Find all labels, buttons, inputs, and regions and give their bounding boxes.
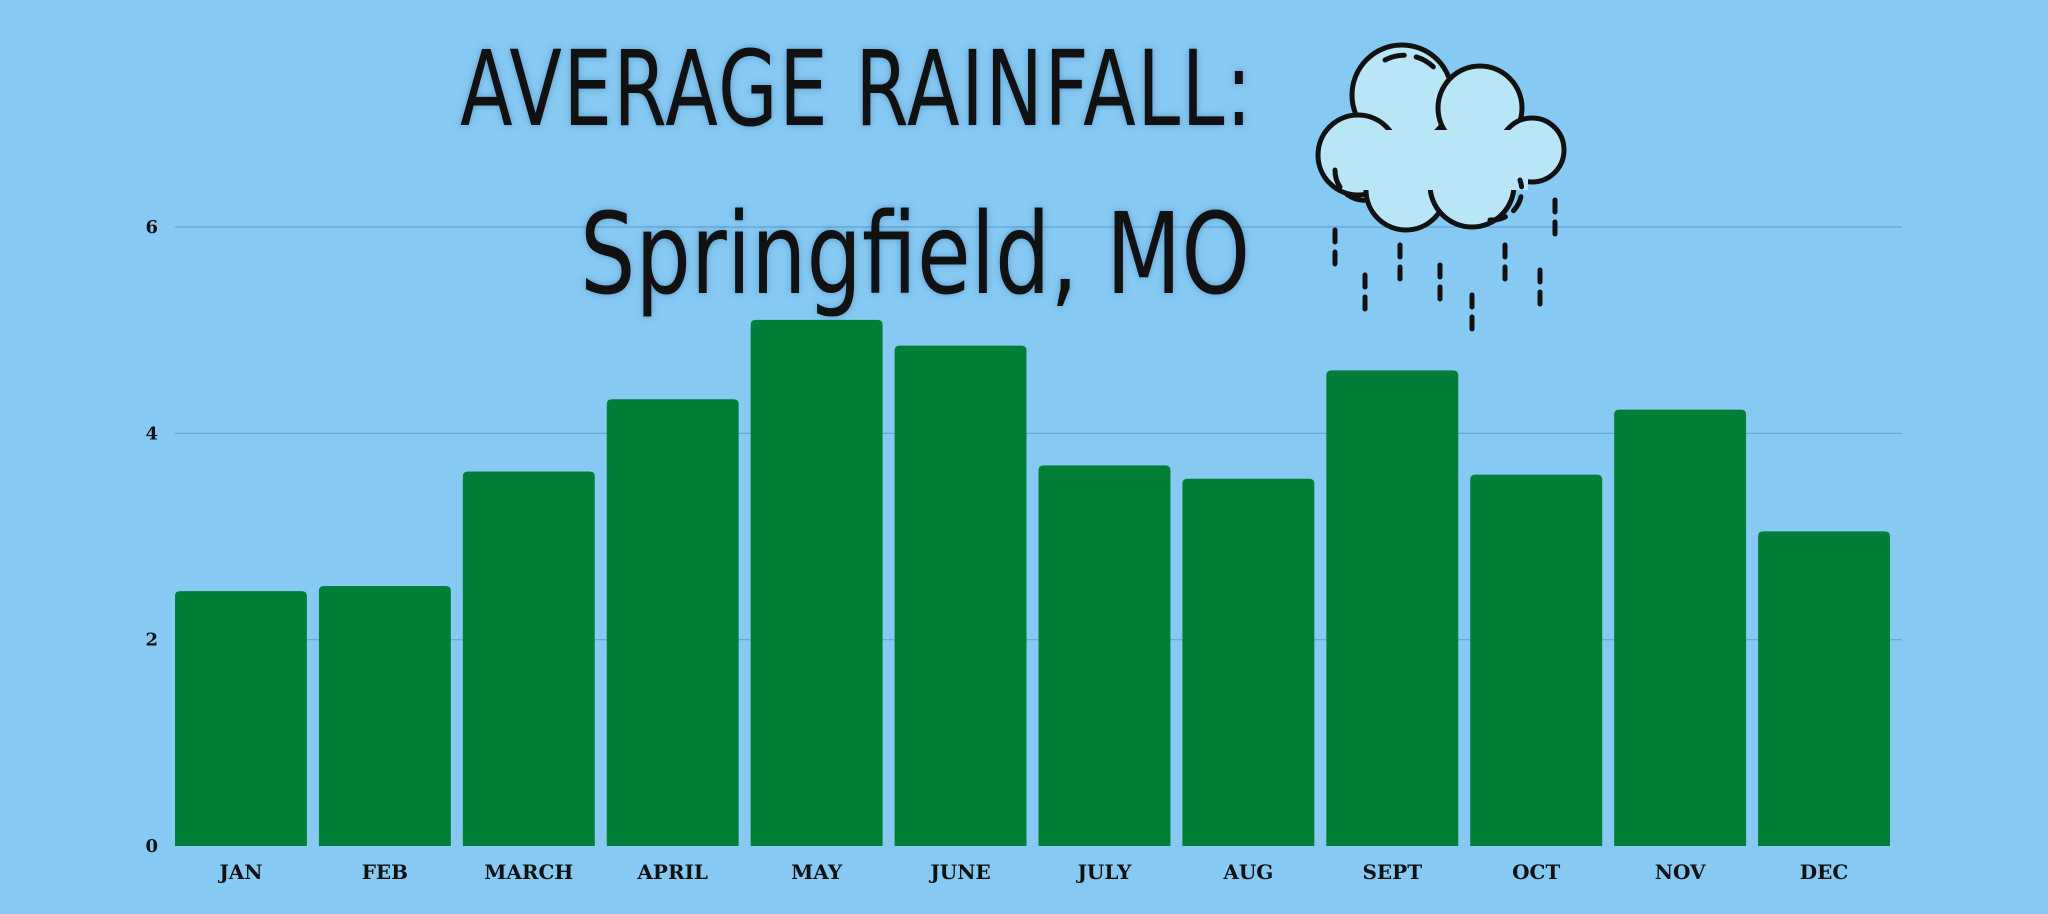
chart-title-line-2: Springfield, MO xyxy=(580,190,1251,320)
bar-dec xyxy=(1758,531,1890,846)
y-axis-tick-labels: 0 2 4 6 xyxy=(145,217,158,857)
y-tick-label: 4 xyxy=(145,423,158,444)
bar-jan xyxy=(175,591,307,846)
y-tick-label: 6 xyxy=(145,217,158,238)
x-category-label: OCT xyxy=(1512,860,1560,884)
bar-aug xyxy=(1182,478,1315,846)
bar-march xyxy=(462,471,595,846)
x-category-label: DEC xyxy=(1800,860,1849,884)
bar-july xyxy=(1038,465,1171,846)
x-category-label: MARCH xyxy=(484,860,573,884)
x-category-label: JUNE xyxy=(928,860,990,884)
bar-oct xyxy=(1470,474,1603,846)
x-category-label: MAY xyxy=(791,860,843,884)
rain-cloud-icon xyxy=(1315,42,1567,338)
bar-april xyxy=(606,399,739,846)
bar-june xyxy=(894,345,1027,846)
x-category-label: NOV xyxy=(1655,860,1706,884)
x-category-label: JULY xyxy=(1075,860,1132,884)
y-tick-label: 2 xyxy=(145,630,158,651)
bar-nov xyxy=(1614,409,1747,846)
bar-may xyxy=(750,319,883,847)
bar-feb xyxy=(318,586,451,846)
bar-sept xyxy=(1326,370,1459,846)
bars xyxy=(175,319,1890,847)
x-category-label: APRIL xyxy=(636,860,708,884)
x-category-label: AUG xyxy=(1222,860,1273,884)
x-axis-category-labels: JAN FEB MARCH APRIL MAY JUNE JULY AUG SEPT OCT NOV… xyxy=(217,860,1848,884)
x-category-label: JAN xyxy=(217,860,262,884)
y-tick-label: 0 xyxy=(145,836,158,857)
chart-title-line-1: AVERAGE RAINFALL: xyxy=(460,28,1254,150)
x-category-label: FEB xyxy=(362,860,408,884)
x-category-label: SEPT xyxy=(1362,860,1422,884)
